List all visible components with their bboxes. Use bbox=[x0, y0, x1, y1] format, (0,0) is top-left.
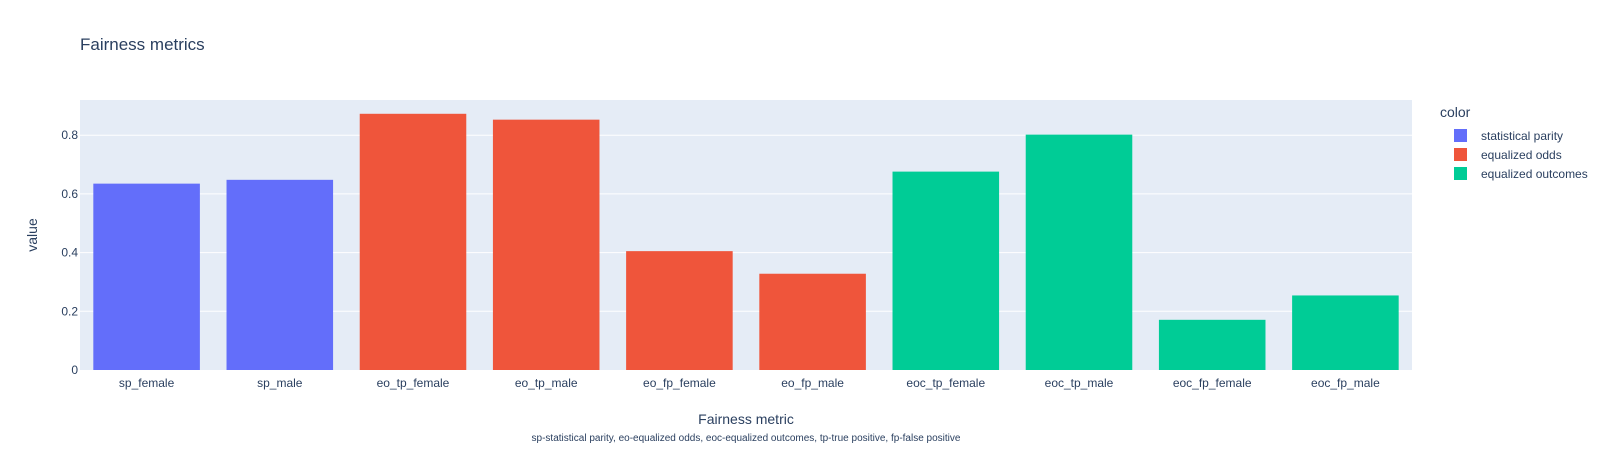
x-axis-ticks: sp_female sp_male eo_tp_female eo_tp_male eo… bbox=[119, 376, 1380, 390]
legend-label-equalized-odds: equalized odds bbox=[1481, 147, 1562, 162]
x-axis-note: sp-statistical parity, eo-equalized odds… bbox=[532, 433, 961, 444]
bar-eoc-tp-male[interactable] bbox=[1025, 134, 1133, 370]
bar-eo-fp-male[interactable] bbox=[759, 273, 866, 370]
legend-title: color bbox=[1440, 104, 1471, 120]
x-axis-title: Fairness metric bbox=[698, 411, 794, 427]
legend-item-equalized-outcomes[interactable]: equalized outcomes bbox=[1440, 164, 1600, 183]
y-axis-ticks: 0 0.2 0.4 0.6 0.8 bbox=[61, 128, 78, 377]
bar-sp-female[interactable] bbox=[93, 183, 200, 370]
y-tick-label: 0 bbox=[71, 363, 78, 377]
x-tick-label: eo_tp_female bbox=[377, 376, 450, 390]
bars bbox=[93, 113, 1399, 370]
bar-sp-male[interactable] bbox=[226, 179, 334, 370]
legend-label-equalized-outcomes: equalized outcomes bbox=[1481, 166, 1588, 181]
legend-item-equalized-odds[interactable]: equalized odds bbox=[1440, 145, 1600, 164]
chart-title: Fairness metrics bbox=[80, 35, 205, 54]
x-tick-label: eoc_tp_male bbox=[1045, 376, 1114, 390]
x-tick-label: eoc_fp_female bbox=[1173, 376, 1252, 390]
legend: color statistical parity equalized odds … bbox=[1440, 104, 1600, 183]
y-tick-label: 0.8 bbox=[61, 128, 78, 142]
legend-swatch-statistical-parity bbox=[1454, 129, 1467, 142]
y-tick-label: 0.2 bbox=[61, 304, 78, 318]
legend-swatch-equalized-outcomes bbox=[1454, 167, 1467, 180]
bar-eoc-tp-female[interactable] bbox=[892, 171, 1000, 370]
legend-swatch-equalized-odds bbox=[1454, 148, 1467, 161]
bar-eoc-fp-female[interactable] bbox=[1158, 319, 1266, 370]
bar-eo-tp-female[interactable] bbox=[359, 113, 467, 370]
legend-item-statistical-parity[interactable]: statistical parity bbox=[1440, 126, 1600, 145]
x-tick-label: eo_tp_male bbox=[515, 376, 578, 390]
y-axis-title: value bbox=[24, 218, 40, 252]
x-tick-label: eoc_tp_female bbox=[906, 376, 985, 390]
bar-eoc-fp-male[interactable] bbox=[1292, 295, 1399, 370]
x-tick-label: sp_male bbox=[257, 376, 303, 390]
x-tick-label: eo_fp_female bbox=[643, 376, 716, 390]
bar-eo-fp-female[interactable] bbox=[626, 251, 733, 370]
y-tick-label: 0.4 bbox=[61, 246, 78, 260]
x-tick-label: eo_fp_male bbox=[781, 376, 844, 390]
bar-eo-tp-male[interactable] bbox=[492, 119, 600, 370]
legend-label-statistical-parity: statistical parity bbox=[1481, 128, 1564, 143]
x-tick-label: sp_female bbox=[119, 376, 175, 390]
x-tick-label: eoc_fp_male bbox=[1311, 376, 1380, 390]
y-tick-label: 0.6 bbox=[61, 187, 78, 201]
